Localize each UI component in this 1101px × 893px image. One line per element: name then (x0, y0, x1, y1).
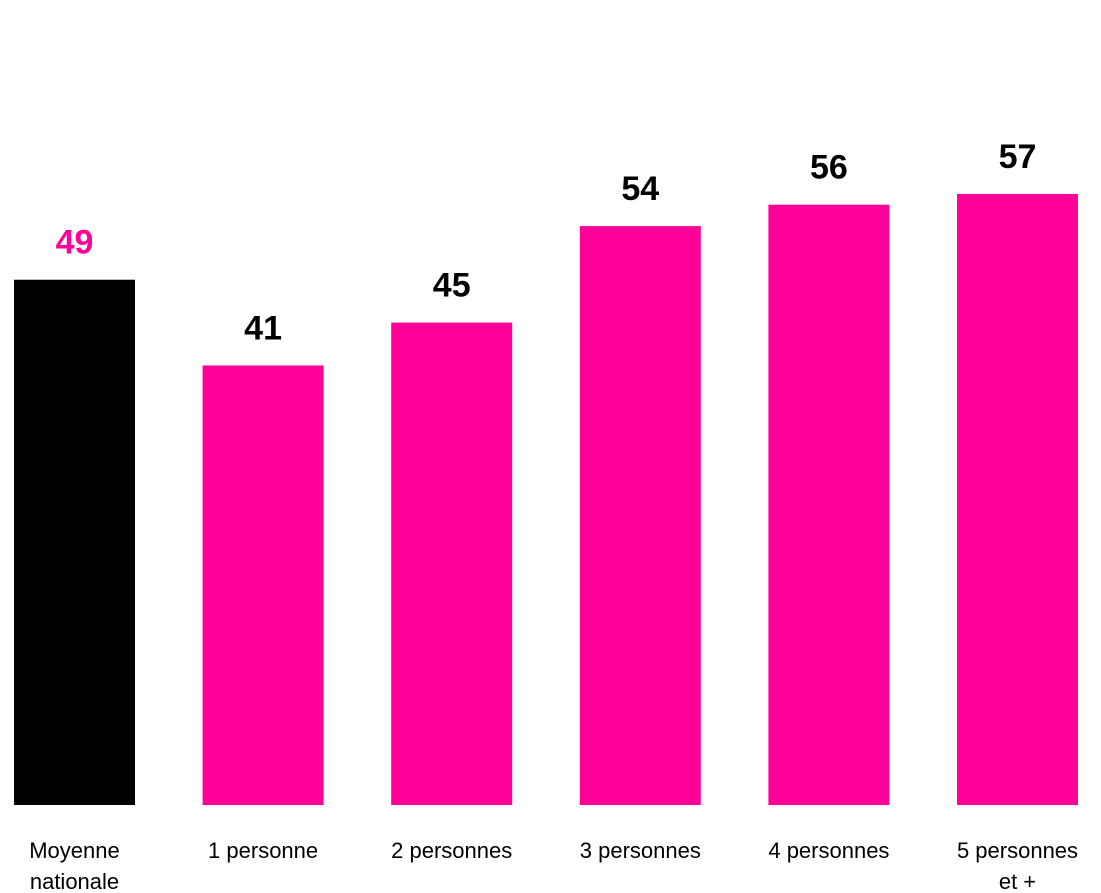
value-label-4: 56 (810, 149, 848, 187)
bars-group (14, 193, 1078, 806)
category-label-1-line-0: 1 personne (208, 838, 318, 863)
category-label-3-line-0: 3 personnes (580, 838, 701, 863)
bar-2 (391, 322, 513, 805)
value-labels-group: 49 41 45 54 56 57 (56, 138, 1037, 348)
bar-1 (202, 365, 324, 805)
value-label-2: 45 (433, 267, 471, 305)
category-label-5-line-1: et + (999, 869, 1036, 893)
category-label-2-line-0: 2 personnes (391, 838, 512, 863)
value-label-5: 57 (999, 138, 1037, 176)
bar-0 (14, 279, 135, 806)
category-label-0-line-1: nationale (30, 869, 119, 893)
value-label-3: 54 (621, 170, 659, 208)
value-label-1: 41 (244, 309, 282, 347)
category-labels-group: Moyenne nationale 1 personne 2 personnes 3 p… (29, 838, 1078, 893)
category-label-5-line-0: 5 personnes (957, 838, 1078, 863)
bar-3 (579, 226, 701, 805)
bar-4 (768, 204, 890, 805)
category-label-0-line-0: Moyenne (29, 838, 120, 863)
bar-5 (957, 193, 1078, 805)
value-label-0: 49 (56, 224, 94, 262)
category-label-4-line-0: 4 personnes (768, 838, 889, 863)
